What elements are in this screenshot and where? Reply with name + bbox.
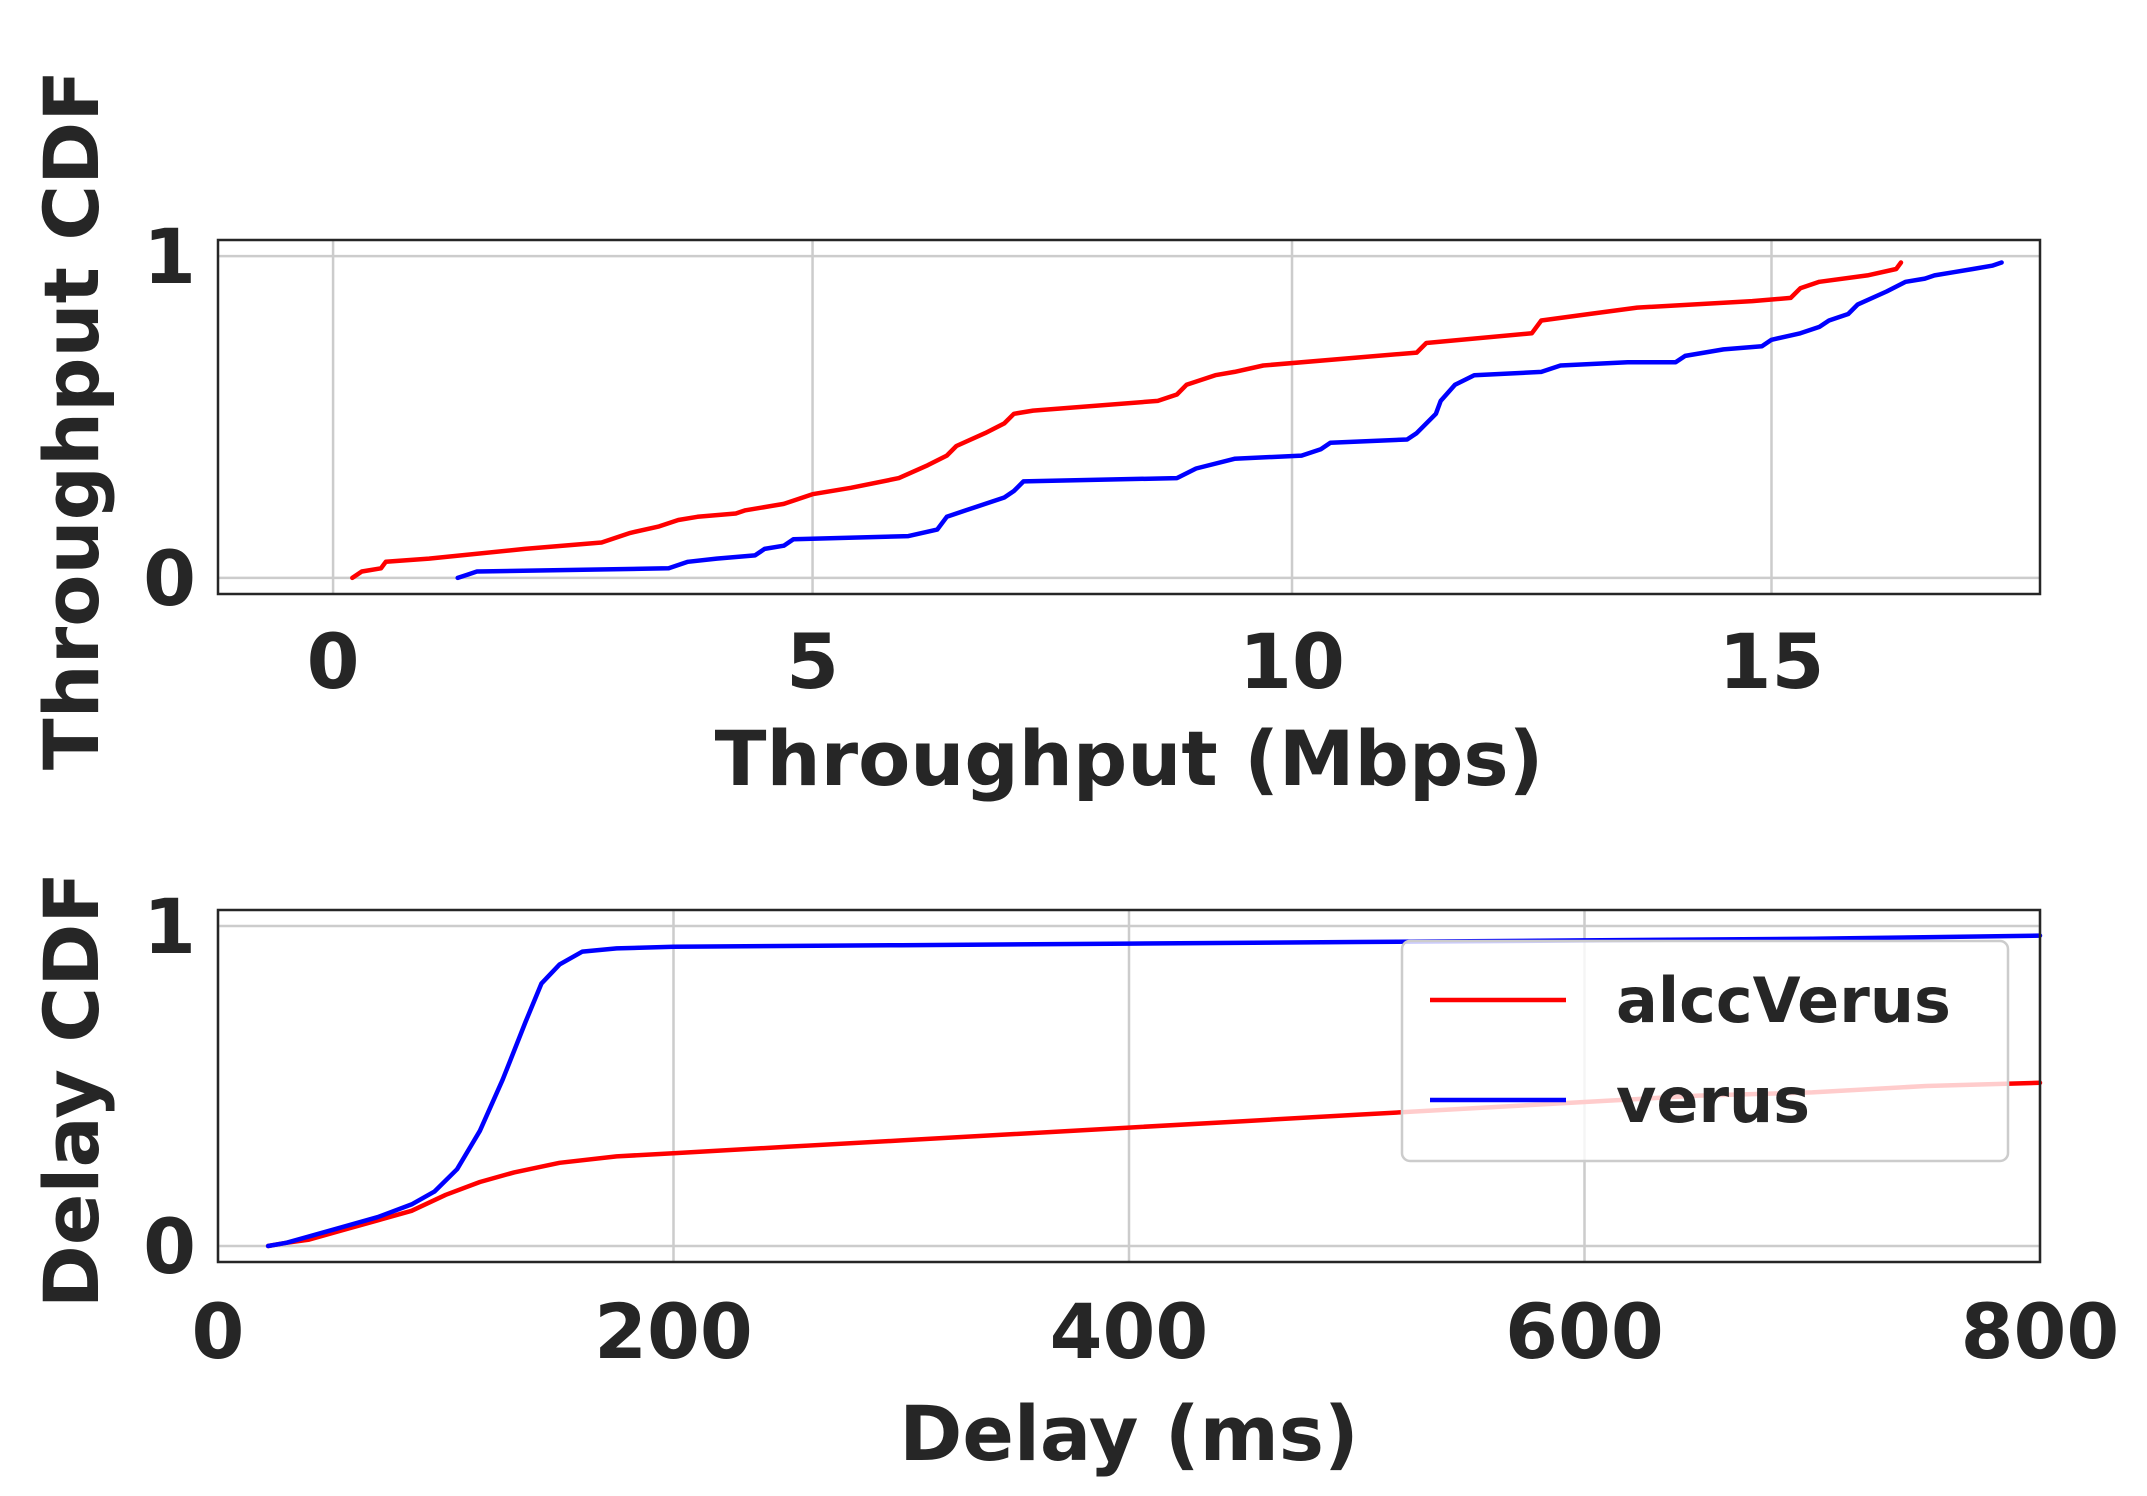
x-tick-label: 15	[1719, 617, 1825, 706]
legend-label-verus: verus	[1616, 1064, 1810, 1137]
y-tick-label: 1	[143, 882, 196, 971]
plot-frame	[216, 238, 2042, 596]
x-tick-label: 800	[1961, 1287, 2120, 1376]
y-axis-label: Throughput CDF	[27, 70, 116, 770]
x-tick-label: 5	[786, 617, 839, 706]
x-tick-label: 600	[1505, 1287, 1664, 1376]
y-tick-label: 0	[143, 1202, 196, 1291]
x-tick-label: 0	[192, 1287, 245, 1376]
legend-label-alccVerus: alccVerus	[1616, 964, 1951, 1037]
throughput-cdf-panel: 0 5 10 15 0 1 Throughput (Mbps) Throughput CDF	[27, 70, 2042, 803]
legend-box	[1400, 939, 2010, 1163]
legend: alccVerus verus	[1400, 939, 2010, 1163]
series-line-verus	[265, 933, 2043, 1249]
series-line-alccVerus	[350, 260, 1904, 581]
delay-cdf-panel: 0 200 400 600 800 0 1 Delay (ms) Delay CDF alccVe…	[27, 872, 2119, 1478]
x-axis-label: Throughput (Mbps)	[715, 714, 1544, 803]
x-axis-label: Delay (ms)	[899, 1389, 1359, 1478]
series-line-verus	[455, 260, 2004, 581]
x-tick-label: 200	[594, 1287, 753, 1376]
plot-frame	[216, 908, 2042, 1264]
x-tick-label: 400	[1050, 1287, 1209, 1376]
y-tick-label: 0	[143, 534, 196, 623]
y-axis-label: Delay CDF	[27, 872, 116, 1308]
x-tick-label: 0	[307, 617, 360, 706]
y-tick-label: 1	[143, 212, 196, 301]
x-tick-label: 10	[1239, 617, 1345, 706]
